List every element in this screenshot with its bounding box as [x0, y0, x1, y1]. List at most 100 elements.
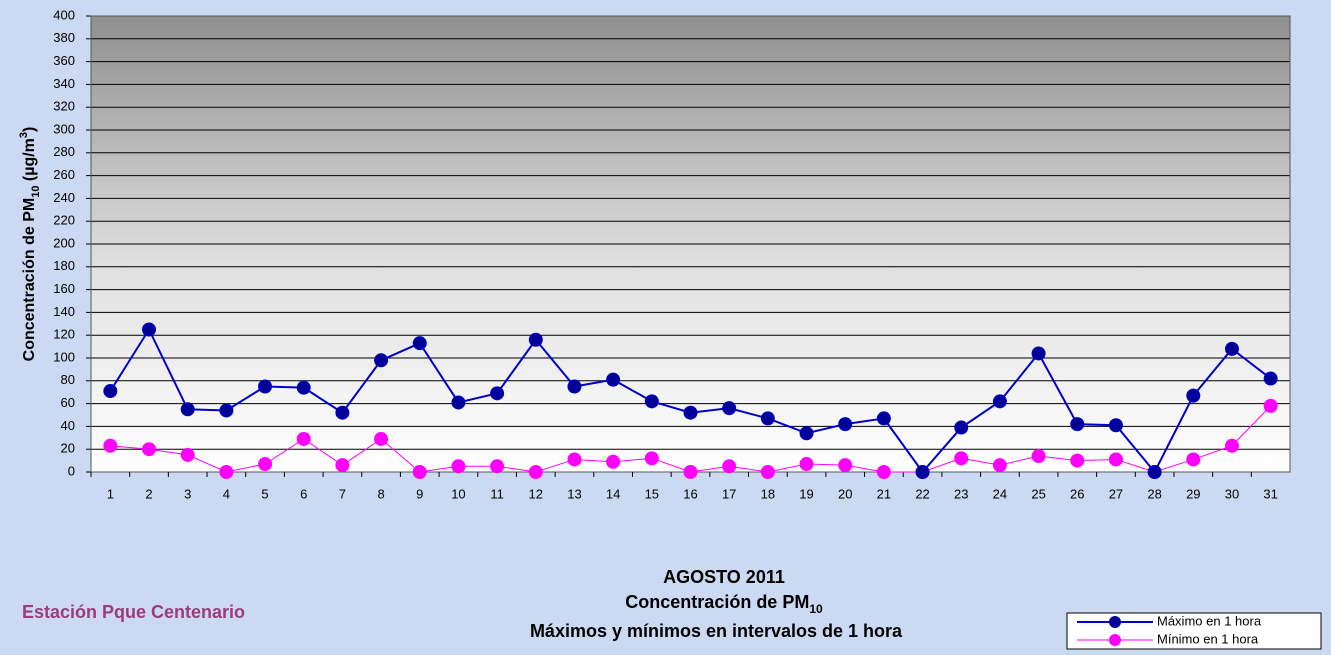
- marker: [1264, 372, 1277, 385]
- x-tick-label: 30: [1225, 486, 1239, 501]
- x-tick-label: 29: [1186, 486, 1200, 501]
- marker: [684, 466, 697, 479]
- x-tick-label: 9: [416, 486, 423, 501]
- marker: [529, 333, 542, 346]
- x-tick-label: 20: [838, 486, 852, 501]
- marker: [1109, 419, 1122, 432]
- y-tick-label: 240: [53, 190, 75, 205]
- marker: [993, 459, 1006, 472]
- x-tick-label: 26: [1070, 486, 1084, 501]
- marker: [761, 466, 774, 479]
- marker: [800, 458, 813, 471]
- x-tick-label: 17: [722, 486, 736, 501]
- y-tick-label: 0: [68, 463, 75, 478]
- y-label-part: ): [21, 127, 38, 132]
- y-tick-label: 120: [53, 327, 75, 342]
- y-tick-label: 140: [53, 304, 75, 319]
- marker: [104, 385, 117, 398]
- marker: [607, 455, 620, 468]
- marker: [104, 439, 117, 452]
- marker: [568, 453, 581, 466]
- marker: [491, 387, 504, 400]
- x-tick-label: 6: [300, 486, 307, 501]
- marker: [1225, 439, 1238, 452]
- x-tick-label: 8: [377, 486, 384, 501]
- y-label-part: (µg/m: [21, 138, 38, 185]
- x-tick-label: 31: [1263, 486, 1277, 501]
- y-label-part: Concentración de PM: [21, 198, 38, 362]
- y-tick-label: 380: [53, 30, 75, 45]
- marker: [839, 459, 852, 472]
- marker: [1071, 454, 1084, 467]
- y-tick-label: 360: [53, 53, 75, 68]
- chart-subtitle: Máximos y mínimos en intervalos de 1 hor…: [530, 621, 903, 641]
- marker: [916, 466, 929, 479]
- marker: [220, 466, 233, 479]
- marker: [607, 373, 620, 386]
- x-tick-label: 14: [606, 486, 620, 501]
- marker: [723, 402, 736, 415]
- x-tick-label: 4: [223, 486, 230, 501]
- marker: [645, 452, 658, 465]
- x-tick-label: 16: [683, 486, 697, 501]
- y-tick-label: 180: [53, 258, 75, 273]
- marker: [181, 403, 194, 416]
- marker: [877, 412, 890, 425]
- x-tick-label: 3: [184, 486, 191, 501]
- marker: [993, 395, 1006, 408]
- marker: [413, 466, 426, 479]
- y-tick-label: 320: [53, 99, 75, 114]
- y-tick-label: 60: [61, 395, 75, 410]
- marker: [568, 380, 581, 393]
- x-tick-label: 21: [877, 486, 891, 501]
- marker: [259, 380, 272, 393]
- y-tick-label: 340: [53, 76, 75, 91]
- marker: [259, 458, 272, 471]
- x-tick-label: 13: [567, 486, 581, 501]
- x-tick-label: 1: [107, 486, 114, 501]
- marker: [1148, 466, 1161, 479]
- marker: [645, 395, 658, 408]
- marker: [684, 406, 697, 419]
- y-tick-label: 80: [61, 372, 75, 387]
- station-label: Estación Pque Centenario: [22, 602, 245, 622]
- marker: [955, 452, 968, 465]
- x-tick-label: 27: [1109, 486, 1123, 501]
- marker: [375, 354, 388, 367]
- y-tick-label: 260: [53, 167, 75, 182]
- x-tick-label: 24: [993, 486, 1007, 501]
- x-tick-label: 15: [645, 486, 659, 501]
- marker: [1032, 450, 1045, 463]
- y-tick-label: 300: [53, 121, 75, 136]
- y-tick-label: 400: [53, 7, 75, 22]
- x-tick-label: 22: [915, 486, 929, 501]
- x-tick-label: 11: [490, 486, 504, 501]
- marker: [1225, 342, 1238, 355]
- chart-title: AGOSTO 2011: [663, 567, 785, 587]
- marker: [1109, 453, 1122, 466]
- marker: [220, 404, 233, 417]
- legend-label: Mínimo en 1 hora: [1157, 631, 1259, 646]
- y-tick-label: 160: [53, 281, 75, 296]
- marker: [413, 337, 426, 350]
- marker: [839, 418, 852, 431]
- marker: [529, 466, 542, 479]
- marker: [452, 460, 465, 473]
- y-tick-label: 220: [53, 213, 75, 228]
- marker: [491, 460, 504, 473]
- legend-label: Máximo en 1 hora: [1157, 613, 1262, 628]
- marker: [955, 421, 968, 434]
- x-tick-label: 19: [799, 486, 813, 501]
- marker: [181, 448, 194, 461]
- marker: [375, 432, 388, 445]
- marker: [761, 412, 774, 425]
- marker: [143, 323, 156, 336]
- x-tick-label: 5: [261, 486, 268, 501]
- marker: [452, 396, 465, 409]
- marker: [336, 406, 349, 419]
- legend-marker: [1109, 616, 1121, 628]
- y-tick-label: 100: [53, 349, 75, 364]
- marker: [800, 427, 813, 440]
- marker: [1264, 399, 1277, 412]
- marker: [336, 459, 349, 472]
